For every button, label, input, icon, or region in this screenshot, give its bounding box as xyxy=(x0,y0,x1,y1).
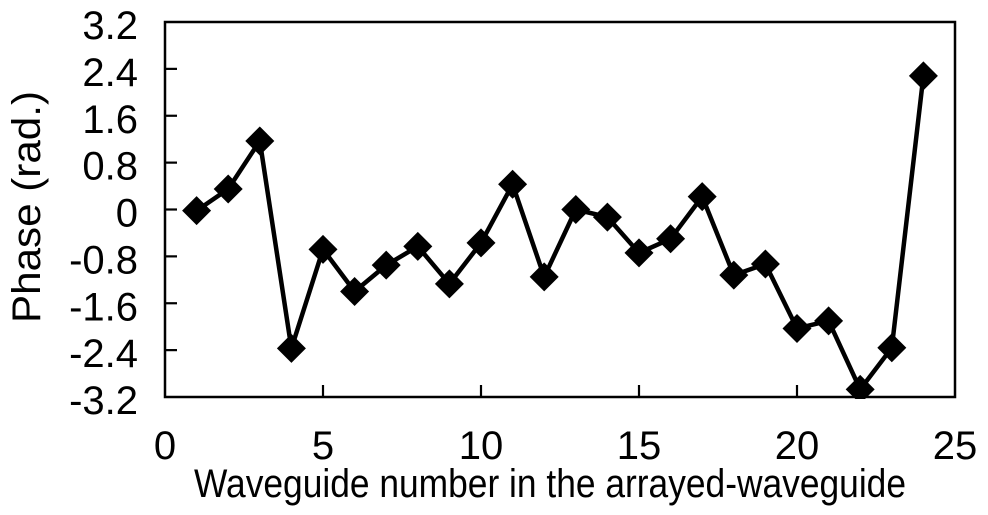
x-axis-tick-label: 10 xyxy=(459,424,504,468)
data-point-marker xyxy=(624,238,654,268)
y-axis-title: Phase (rad.) xyxy=(5,91,49,323)
data-point-marker xyxy=(213,174,243,204)
data-point-marker xyxy=(845,374,875,399)
x-axis-tick-label: 25 xyxy=(933,424,978,468)
y-axis-tick-label: -2.4 xyxy=(69,332,138,376)
data-point-marker xyxy=(466,228,496,258)
data-point-marker xyxy=(750,249,780,279)
x-axis-tick-label: 20 xyxy=(775,424,820,468)
y-axis-tick-label: 1.6 xyxy=(82,98,138,142)
data-point-marker xyxy=(182,196,212,226)
data-point-marker xyxy=(371,250,401,280)
data-point-marker xyxy=(656,224,686,254)
data-point-marker xyxy=(782,313,812,343)
x-axis-tick-label: 5 xyxy=(312,424,334,468)
y-axis-tick-label: -3.2 xyxy=(69,379,138,423)
data-point-marker xyxy=(561,195,591,224)
data-point-marker xyxy=(529,262,559,292)
x-axis-tick-label: 0 xyxy=(154,424,176,468)
data-point-marker xyxy=(719,260,749,290)
data-point-marker xyxy=(276,333,306,363)
data-point-marker xyxy=(814,306,844,336)
x-axis-tick-label: 15 xyxy=(617,424,662,468)
data-point-marker xyxy=(498,169,528,199)
data-point-marker xyxy=(340,277,370,307)
data-point-marker xyxy=(245,126,275,156)
data-point-marker xyxy=(687,182,717,212)
y-axis-tick-label: 2.4 xyxy=(82,51,138,95)
data-point-marker xyxy=(877,333,907,363)
x-axis-title: Waveguide number in the arrayed-waveguid… xyxy=(194,462,906,506)
y-axis-tick-label: 3.2 xyxy=(82,4,138,48)
y-axis-tick-label: -1.6 xyxy=(69,285,138,329)
y-axis-tick-label: -0.8 xyxy=(69,238,138,282)
y-axis-tick-label: 0.8 xyxy=(82,145,138,189)
data-point-marker xyxy=(908,61,938,91)
data-point-marker xyxy=(403,231,433,261)
phase-series-line xyxy=(194,73,926,392)
data-point-marker xyxy=(308,234,338,264)
data-point-marker xyxy=(592,202,622,232)
data-point-marker xyxy=(434,269,464,299)
y-axis-tick-label: 0 xyxy=(116,192,138,236)
